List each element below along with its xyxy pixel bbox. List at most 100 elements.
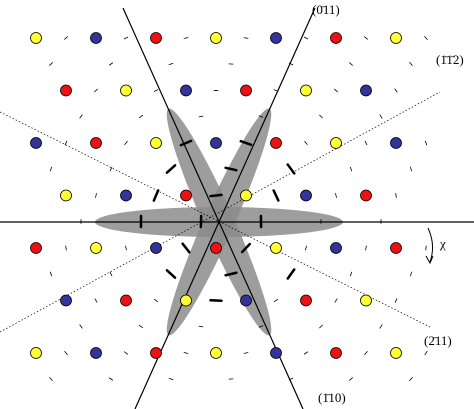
- spin: [365, 245, 367, 251]
- dotted-axis: [0, 91, 441, 333]
- spin: [95, 193, 97, 198]
- atom: [60, 294, 72, 307]
- spin: [319, 324, 323, 329]
- spin: [181, 242, 191, 254]
- atom: [210, 137, 222, 149]
- lattice: [30, 32, 402, 359]
- spin: [49, 62, 53, 66]
- spin: [319, 114, 323, 119]
- atom: [390, 347, 402, 359]
- atom: [150, 137, 162, 149]
- spin: [108, 377, 114, 381]
- spin: [138, 324, 144, 329]
- spin: [224, 166, 238, 172]
- atom: [180, 84, 192, 97]
- spin: [349, 377, 353, 381]
- spin: [364, 36, 368, 40]
- spin: [179, 139, 193, 147]
- direction-label: (0̄11): [312, 2, 340, 17]
- spin: [94, 88, 98, 93]
- atom: [270, 137, 282, 149]
- atom: [330, 32, 342, 44]
- spin: [123, 36, 129, 40]
- spin: [286, 163, 296, 175]
- atom: [300, 294, 312, 307]
- spin-arrows: [49, 36, 428, 381]
- atom: [300, 84, 312, 97]
- spin: [286, 268, 296, 280]
- spin: [168, 63, 174, 65]
- spin: [154, 298, 158, 303]
- spin: [124, 141, 128, 145]
- direction-label: (1̄10): [318, 390, 346, 405]
- spin: [138, 114, 144, 119]
- spin: [125, 245, 127, 251]
- spin: [364, 351, 368, 355]
- spin: [209, 193, 223, 198]
- spin: [410, 271, 412, 277]
- spin: [349, 62, 353, 66]
- spin: [303, 36, 309, 40]
- atom: [30, 32, 42, 44]
- spin: [349, 271, 353, 277]
- spin: [395, 193, 397, 198]
- atom: [120, 84, 132, 97]
- atom: [240, 294, 252, 307]
- spin: [240, 242, 252, 254]
- spin: [109, 166, 113, 172]
- spin: [109, 271, 113, 277]
- atom: [270, 242, 282, 254]
- atom: [360, 189, 372, 202]
- spin: [424, 140, 428, 146]
- spin: [349, 166, 353, 172]
- spin: [273, 89, 279, 92]
- atom: [90, 242, 102, 254]
- spin: [305, 245, 307, 251]
- atom: [330, 137, 342, 149]
- spin: [79, 324, 83, 329]
- atom: [270, 32, 282, 44]
- spin: [224, 271, 238, 277]
- direction-label: (2̄11): [424, 333, 452, 348]
- atom: [150, 32, 162, 44]
- spin: [183, 37, 189, 39]
- spin: [288, 377, 294, 381]
- atom: [180, 189, 192, 202]
- spin: [410, 166, 412, 172]
- spin: [94, 298, 98, 303]
- spin: [379, 324, 383, 329]
- atom: [150, 242, 162, 254]
- spin: [424, 36, 428, 40]
- spin: [79, 114, 83, 119]
- spin: [50, 271, 52, 277]
- atom: [270, 347, 282, 359]
- spin: [304, 141, 308, 145]
- spin: [394, 298, 398, 303]
- atom: [390, 137, 402, 149]
- atom: [210, 32, 222, 44]
- spin: [165, 269, 177, 279]
- atom: [120, 294, 132, 307]
- spin: [183, 352, 189, 354]
- spin: [272, 189, 280, 202]
- atom: [210, 347, 222, 359]
- angle-arc: [427, 227, 434, 263]
- axes: [0, 7, 474, 409]
- spin: [239, 139, 253, 147]
- spin: [152, 189, 160, 202]
- atom: [90, 137, 102, 149]
- spin: [409, 62, 413, 66]
- spin: [273, 298, 279, 303]
- spin: [288, 62, 294, 66]
- spin: [258, 115, 264, 118]
- atom: [390, 242, 402, 254]
- spin: [335, 193, 337, 198]
- atom: [330, 242, 342, 254]
- spin: [64, 140, 68, 146]
- atom: [330, 347, 342, 359]
- atom: [60, 189, 72, 202]
- atom: [60, 84, 72, 97]
- atom: [30, 347, 42, 359]
- atom: [150, 347, 162, 359]
- spin: [65, 245, 67, 251]
